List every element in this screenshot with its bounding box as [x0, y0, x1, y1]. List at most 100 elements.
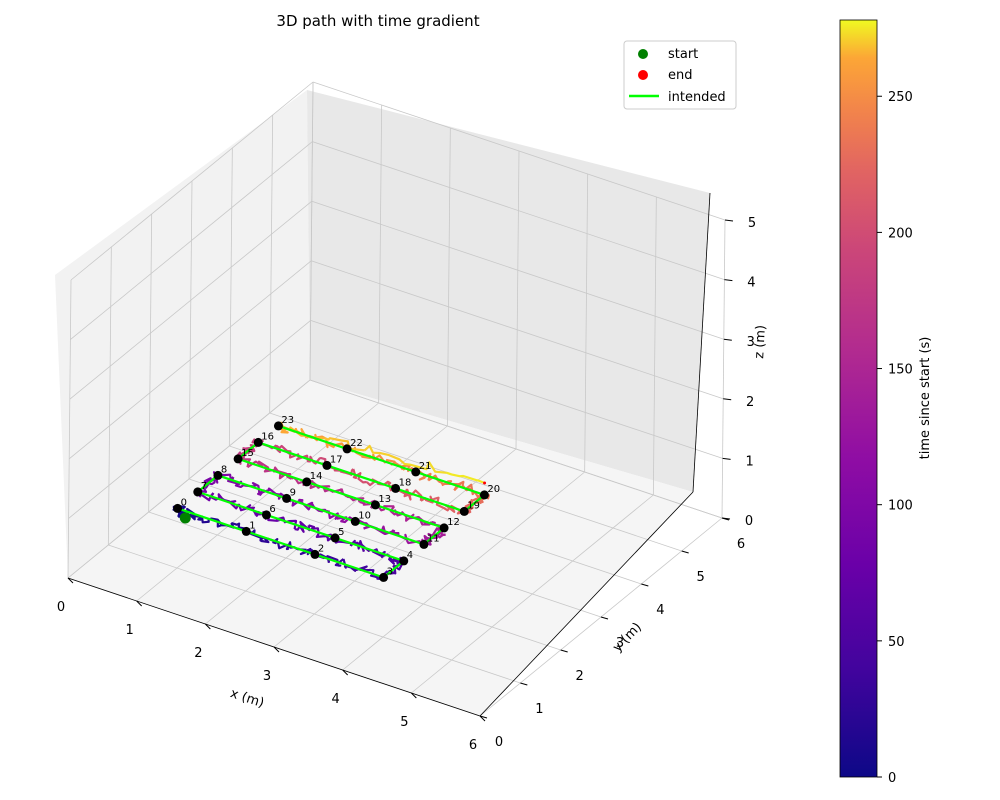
- waypoint-marker: [370, 500, 380, 510]
- waypoint-label: 0: [181, 497, 187, 508]
- waypoint-marker: [330, 533, 340, 543]
- waypoint-marker: [419, 539, 429, 549]
- path-segment: [441, 480, 462, 492]
- path-segment: [296, 454, 315, 463]
- waypoint-label: 3: [387, 566, 393, 577]
- waypoint-label: 16: [261, 431, 274, 442]
- waypoint-marker: [350, 516, 360, 526]
- end-marker: [483, 481, 487, 485]
- z-tick-label: 4: [747, 276, 755, 291]
- y-tick-mark: [641, 583, 649, 587]
- x-tick-mark: [136, 600, 143, 607]
- waypoint-marker: [399, 556, 409, 566]
- waypoint-label: 21: [419, 461, 432, 472]
- x-tick-label: 0: [57, 600, 65, 615]
- legend-intended-label: intended: [668, 90, 726, 105]
- z-tick-mark: [723, 398, 732, 401]
- x-tick-mark: [273, 646, 280, 653]
- endpoints: [179, 481, 487, 524]
- y-ticks: 0 1 2 3 4 5 6: [479, 517, 745, 750]
- colorbar-tick-label: 50: [888, 635, 905, 650]
- x-tick-label: 4: [332, 692, 340, 707]
- floor-pane: [68, 380, 693, 716]
- z-tick-label: 2: [746, 395, 754, 410]
- x-tick-mark: [67, 577, 74, 584]
- colorbar: [839, 19, 878, 778]
- path-segment: [352, 468, 367, 484]
- y-tick-label: 0: [495, 735, 503, 750]
- path-segment: [227, 476, 246, 488]
- waypoint-label: 1: [249, 520, 255, 531]
- colorbar-tick-label: 200: [888, 226, 913, 241]
- path-segment: [402, 461, 447, 474]
- legend: start end intended: [623, 40, 737, 110]
- path-segment: [351, 565, 375, 576]
- z-tick-label: 1: [745, 454, 753, 469]
- z-tick-mark: [724, 219, 734, 222]
- chart-title: 3D path with time gradient: [276, 12, 479, 30]
- z-tick-mark: [722, 457, 731, 460]
- x-tick-mark: [479, 715, 486, 722]
- x-tick-label: 2: [194, 646, 202, 661]
- x-axis-label: x (m): [228, 686, 266, 711]
- z-tick-mark: [723, 338, 732, 341]
- y-tick-mark: [479, 715, 488, 719]
- colorbar-tick-label: 150: [888, 363, 913, 378]
- legend-start-label: start: [668, 47, 698, 62]
- waypoint-marker: [310, 549, 320, 559]
- x-tick-label: 6: [469, 738, 477, 753]
- waypoint-label: 14: [310, 471, 323, 482]
- left-pane: [55, 90, 310, 578]
- waypoint-marker: [193, 487, 203, 497]
- z-tick-label: 5: [748, 216, 756, 231]
- waypoint-label: 9: [290, 487, 296, 498]
- waypoint-marker: [391, 483, 401, 493]
- waypoint-label: 2: [318, 543, 324, 554]
- waypoint-marker: [253, 437, 263, 447]
- colorbar-label: time since start (s): [918, 337, 933, 460]
- waypoint-marker: [439, 523, 449, 533]
- colorbar-tick-label: 0: [888, 771, 896, 786]
- y-tick-label: 5: [697, 570, 705, 585]
- colorbar-tick-label: 100: [888, 499, 913, 514]
- z-tick-mark: [721, 517, 731, 520]
- z-ticks: 0 1 2 3 4 5: [721, 216, 756, 529]
- path-segment: [371, 550, 389, 559]
- waypoint-label: 17: [330, 454, 343, 465]
- x-tick-label: 3: [263, 669, 271, 684]
- waypoint-marker: [379, 572, 389, 582]
- waypoint-marker: [213, 470, 223, 480]
- waypoint-label: 10: [358, 510, 371, 521]
- y-tick-label: 4: [656, 603, 664, 618]
- waypoint-marker: [233, 454, 243, 464]
- legend-end-marker: [638, 70, 648, 80]
- waypoint-label: 23: [281, 415, 294, 426]
- waypoint-label: 15: [241, 448, 254, 459]
- x-tick-mark: [410, 692, 417, 699]
- x-tick-mark: [342, 669, 349, 676]
- waypoint-marker: [411, 467, 421, 477]
- z-tick-label: 3: [747, 335, 755, 350]
- waypoint-marker: [322, 460, 332, 470]
- waypoint-marker: [282, 493, 292, 503]
- colorbar-ticks: 0 50 100 150 200 250: [877, 90, 913, 786]
- y-tick-mark: [520, 682, 528, 686]
- waypoint-label: 4: [407, 550, 413, 561]
- y-tick-mark: [560, 649, 568, 653]
- z-tick-label: 0: [745, 514, 753, 529]
- legend-start-marker: [638, 49, 648, 59]
- colorbar-tick-label: 250: [888, 90, 913, 105]
- waypoint-label: 12: [447, 517, 460, 528]
- y-tick-label: 1: [535, 702, 543, 717]
- path-segment: [363, 444, 405, 465]
- z-axis-label: z (m): [752, 325, 769, 360]
- x-ticks: 0 1 2 3 4 5 6: [57, 577, 486, 753]
- waypoint-label: 8: [221, 464, 227, 475]
- waypoint-label: 19: [467, 500, 480, 511]
- waypoint-marker: [173, 503, 183, 513]
- path-segment: [316, 435, 335, 449]
- waypoint-marker: [459, 506, 469, 516]
- waypoint-label: 13: [378, 494, 391, 505]
